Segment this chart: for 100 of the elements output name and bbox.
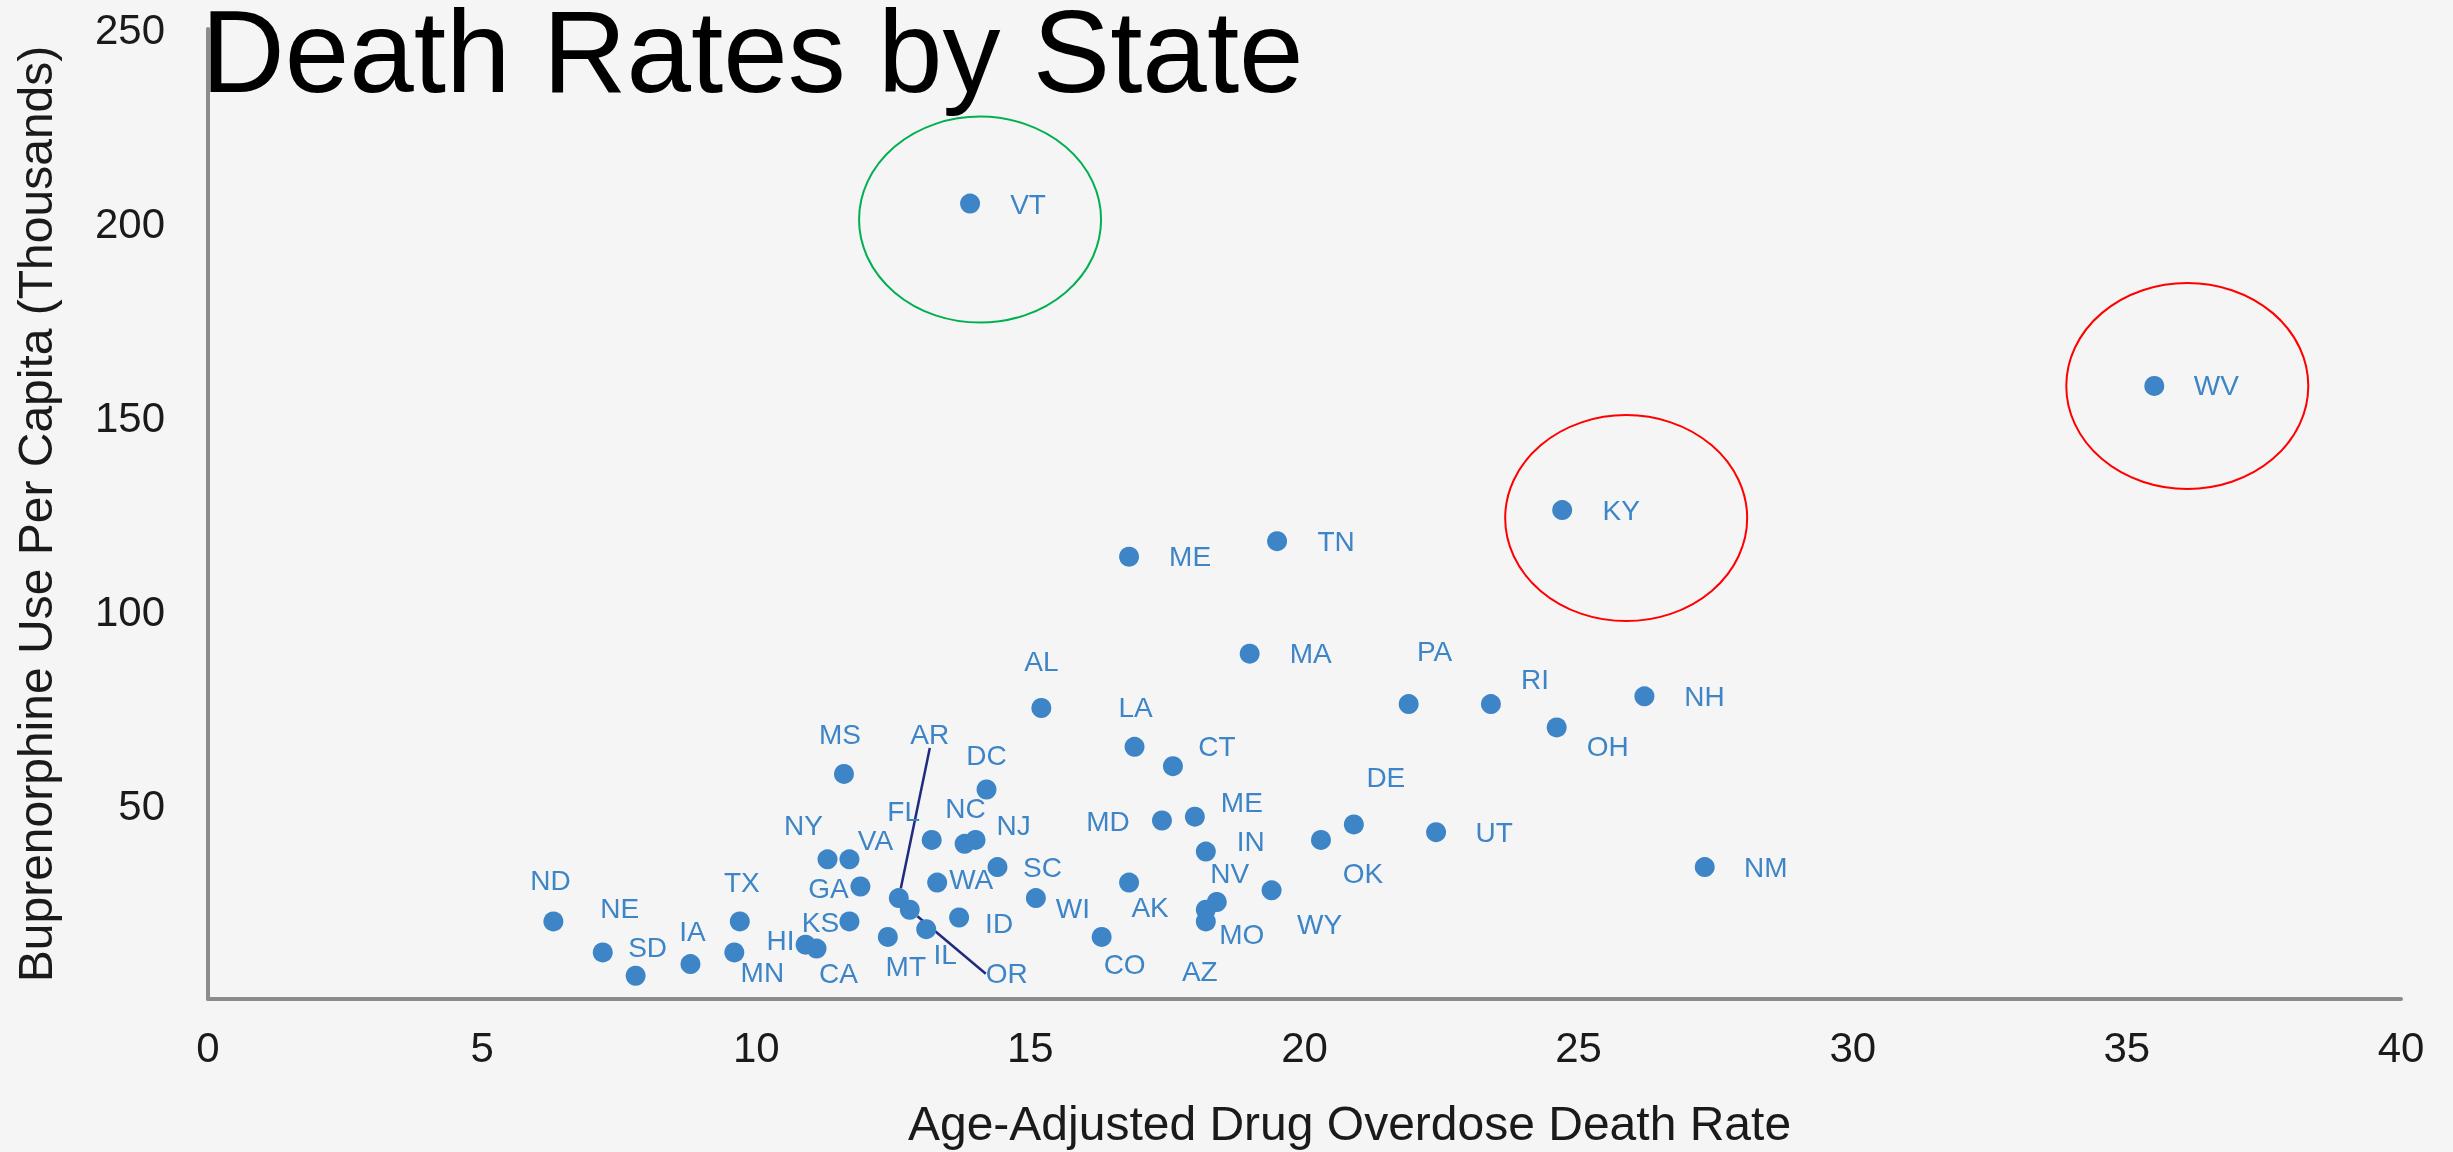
data-label: LA: [1118, 692, 1153, 724]
point: [976, 779, 997, 800]
point: [1694, 857, 1715, 878]
point: [625, 965, 646, 986]
point: [1426, 822, 1447, 843]
data-label: KY: [1602, 494, 1641, 526]
data-label: TN: [1317, 525, 1355, 557]
x-tick-label: 35: [2103, 1023, 2151, 1071]
point: [877, 926, 898, 947]
point: [1195, 841, 1216, 862]
point: [1398, 694, 1419, 715]
data-label: HI: [766, 925, 795, 957]
point: [1206, 892, 1227, 912]
data-label: NE: [600, 892, 640, 924]
data-label: NM: [1743, 851, 1788, 883]
point: [1239, 643, 1260, 664]
point: [960, 193, 981, 214]
data-label: PA: [1417, 635, 1453, 667]
x-axis-title: Age-Adjusted Drug Overdose Death Rate: [907, 1096, 1792, 1150]
x-tick-label: 10: [732, 1023, 780, 1071]
point: [1480, 694, 1501, 715]
point: [1025, 888, 1046, 909]
y-axis-title: Buprenorphine Use Per Capita (Thousands): [8, 45, 62, 983]
data-label: MT: [885, 951, 927, 983]
data-label: AR: [910, 718, 950, 750]
point: [839, 911, 860, 932]
point: [806, 938, 827, 959]
data-label: VT: [1010, 189, 1046, 221]
data-label: AZ: [1181, 955, 1218, 987]
point: [916, 919, 937, 940]
point: [2144, 375, 2165, 396]
point: [724, 942, 745, 963]
point: [965, 829, 986, 850]
data-label: ID: [985, 908, 1014, 940]
x-tick-label: 40: [2377, 1023, 2425, 1071]
point: [1634, 686, 1655, 707]
data-label: MD: [1086, 806, 1130, 838]
y-tick-label: 150: [94, 393, 165, 441]
data-label: TX: [723, 866, 761, 898]
point: [1261, 880, 1282, 901]
point: [833, 763, 854, 784]
point: [921, 829, 942, 850]
point: [1162, 756, 1183, 777]
data-label: ND: [530, 864, 571, 896]
data-label: GA: [808, 872, 849, 904]
data-label: OH: [1586, 730, 1629, 762]
data-label: NJ: [996, 810, 1031, 842]
point: [1343, 814, 1364, 835]
point: [1552, 500, 1573, 521]
point: [543, 911, 564, 932]
data-label: NY: [784, 809, 824, 841]
x-tick-label: 25: [1555, 1023, 1602, 1071]
point: [592, 942, 613, 963]
data-label: WA: [949, 864, 994, 896]
data-label: IA: [679, 915, 706, 947]
data-label: ME: [1220, 787, 1263, 819]
data-label: CT: [1198, 730, 1236, 762]
data-label: VA: [857, 824, 894, 856]
x-tick-label: 0: [196, 1023, 220, 1071]
data-label: AL: [1024, 645, 1059, 677]
y-tick-label: 100: [94, 587, 165, 635]
point: [1031, 698, 1052, 718]
point: [899, 899, 920, 920]
y-tick-label: 50: [118, 781, 165, 829]
point: [1267, 531, 1288, 552]
x-tick-label: 15: [1007, 1023, 1054, 1071]
point: [1310, 829, 1331, 850]
data-label: CO: [1103, 949, 1146, 981]
point: [817, 849, 838, 870]
point: [1119, 546, 1140, 567]
data-label: OK: [1342, 858, 1384, 890]
data-label: NC: [945, 793, 986, 825]
data-label: MA: [1289, 638, 1332, 670]
point: [839, 849, 860, 870]
y-tick-label: 200: [94, 199, 165, 247]
y-tick-label: 250: [94, 5, 165, 53]
data-label: NH: [1684, 680, 1725, 712]
data-label: WY: [1297, 908, 1343, 940]
data-label: MS: [818, 719, 861, 751]
data-label: IN: [1236, 826, 1265, 858]
data-label: SC: [1023, 851, 1062, 883]
x-tick-label: 5: [470, 1023, 494, 1071]
data-label: MN: [740, 956, 785, 988]
data-label: WI: [1055, 892, 1090, 924]
data-label: ME: [1169, 541, 1212, 573]
data-label: SD: [628, 932, 668, 964]
x-tick-label: 20: [1281, 1023, 1328, 1071]
data-label: DC: [966, 739, 1007, 771]
data-label: MO: [1219, 919, 1265, 951]
data-label: UT: [1475, 816, 1513, 848]
data-label: NV: [1210, 857, 1250, 889]
data-label: CA: [819, 958, 859, 990]
point: [680, 954, 701, 975]
data-label: RI: [1520, 663, 1549, 695]
data-label: IL: [933, 938, 957, 970]
point: [949, 907, 970, 928]
point: [1546, 717, 1567, 738]
data-label: OR: [985, 958, 1028, 990]
data-label: KS: [801, 906, 840, 938]
point: [729, 911, 750, 932]
